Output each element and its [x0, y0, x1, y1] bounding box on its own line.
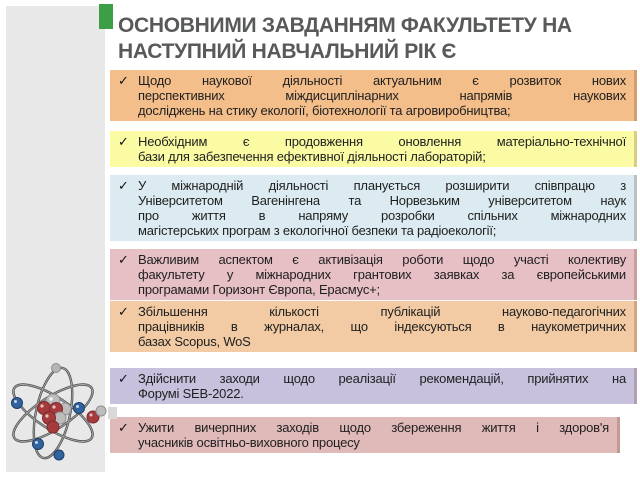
task-item: ✓ Ужити вичерпних заходів щодо збереження… [110, 417, 620, 453]
task-item-line: базах Scopus, WoS [138, 334, 251, 349]
task-item-line: працівників в журналах, що індексуються … [138, 319, 626, 334]
task-item-line: факультету у міжнародних грантових заявк… [138, 267, 626, 282]
task-item-line: бази для забезпечення ефективної діяльно… [138, 149, 486, 164]
nucleus-spheres [37, 393, 72, 434]
task-item: ✓ Важливим аспектом є активізація роботи … [110, 249, 637, 300]
slide-title-line-1: ОСНОВНИМИ ЗАВДАННЯМ ФАКУЛЬТЕТУ НА [118, 14, 572, 37]
task-item-line: Збільшення кількості публікацій науково-… [138, 304, 626, 319]
checkmark-icon: ✓ [118, 252, 129, 267]
atom-icon [11, 363, 107, 461]
task-item-line: магістерських програм з екологічної безп… [138, 223, 497, 238]
slide-title-line-2: НАСТУПНИЙ НАВЧАЛЬНИЙ РІК Є [118, 40, 457, 63]
checkmark-icon: ✓ [118, 134, 129, 149]
task-item-line: Необхідним є продовження оновлення матер… [138, 134, 626, 149]
detached-spheres [86, 405, 107, 424]
electron-spheres [11, 363, 85, 461]
checkmark-icon: ✓ [118, 304, 129, 319]
task-item-line: Важливим аспектом є активізація роботи щ… [138, 252, 626, 267]
slide-title: ОСНОВНИМИ ЗАВДАННЯМ ФАКУЛЬТЕТУ НА НАСТУП… [118, 13, 634, 65]
checkmark-icon: ✓ [118, 178, 129, 193]
task-item: ✓ Збільшення кількості публікацій науково… [110, 301, 637, 352]
task-item-line: учасників освітньо-виховного процесу [138, 435, 360, 450]
task-item-line: Здійснити заходи щодо реалізації рекомен… [138, 371, 626, 386]
task-item: ✓ Щодо наукової діяльності актуальним є р… [110, 70, 637, 121]
task-item-line: Університетом Вагенінгена та Норвезьким … [138, 193, 626, 208]
task-item-line: перспективних міждисциплінарних напрямів… [138, 88, 626, 103]
task-item: ✓ У міжнародній діяльності планується роз… [110, 175, 637, 241]
task-item-line: Ужити вичерпних заходів щодо збереження … [138, 420, 609, 435]
task-item-line: Форумі SEB-2022. [138, 386, 244, 401]
item-connector-nub [108, 407, 117, 419]
task-list: ✓ Щодо наукової діяльності актуальним є р… [110, 0, 637, 480]
task-item: ✓ Необхідним є продовження оновлення мате… [110, 131, 637, 167]
task-item-line: програмами Горизонт Європа, Ерасмус+; [138, 282, 380, 297]
checkmark-icon: ✓ [118, 371, 129, 386]
checkmark-icon: ✓ [118, 73, 129, 88]
green-accent-bar [99, 4, 113, 29]
task-item-line: У міжнародній діяльності планується розш… [138, 178, 626, 193]
task-item-line: про життя в напряму розробки спільних мі… [138, 208, 626, 223]
task-item-line: Щодо наукової діяльності актуальним є ро… [138, 73, 626, 88]
checkmark-icon: ✓ [118, 420, 129, 435]
task-item: ✓ Здійснити заходи щодо реалізації рекоме… [110, 368, 637, 404]
task-item-line: досліджень на стику екології, біотехноло… [138, 103, 511, 118]
